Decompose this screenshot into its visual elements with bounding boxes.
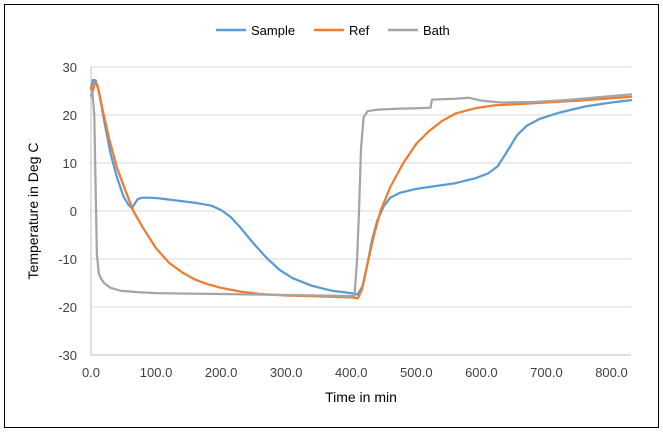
y-tick-label: 30 [63,60,77,75]
y-tick-label: -10 [58,252,77,267]
legend-label: Sample [251,23,295,38]
y-tick-label: 10 [63,156,77,171]
y-tick-label: 0 [70,204,77,219]
x-tick-label: 200.0 [205,365,238,380]
legend-item-bath: Bath [388,23,450,38]
legend-label: Ref [349,23,370,38]
axes [90,67,631,356]
legend-item-sample: Sample [216,23,295,38]
x-axis-title: Time in min [325,389,397,405]
x-tick-label: 300.0 [270,365,303,380]
legend-item-ref: Ref [314,23,370,38]
x-tick-label: 100.0 [140,365,173,380]
y-tick-label: -30 [58,348,77,363]
x-tick-label: 600.0 [465,365,498,380]
x-tick-label: 700.0 [530,365,563,380]
series-line-bath [89,89,633,298]
y-tick-label: -20 [58,300,77,315]
series-line-sample [89,78,633,296]
x-tick-label: 400.0 [335,365,368,380]
x-tick-label: 0.0 [82,365,100,380]
x-tick-label: 800.0 [595,365,628,380]
gridlines [91,66,631,308]
series-lines [89,78,633,300]
y-tick-label: 20 [63,108,77,123]
y-axis-title: Temperature in Deg C [25,143,41,280]
legend-label: Bath [423,23,450,38]
x-tick-label: 500.0 [400,365,433,380]
chart-frame: -30 -20 -10 0 10 20 30 0.0 100.0 200.0 300.0 400.0 5… [4,4,659,428]
legend: Sample Ref Bath [216,23,450,38]
